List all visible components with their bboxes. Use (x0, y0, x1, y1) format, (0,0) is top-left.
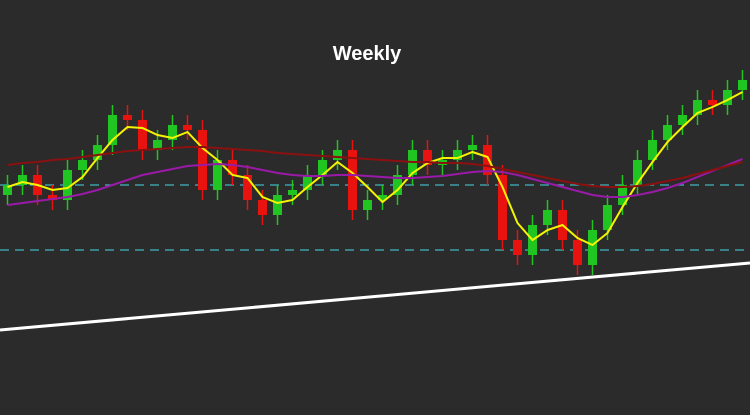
candle-body (123, 115, 132, 120)
candle-body (663, 125, 672, 140)
candle-body (48, 195, 57, 200)
candle-body (423, 150, 432, 165)
candle-body (303, 175, 312, 190)
candle-body (678, 115, 687, 125)
candle-body (153, 140, 162, 150)
candle-body (318, 160, 327, 175)
candle-body (168, 125, 177, 140)
candle-body (723, 90, 732, 105)
candle-body (483, 145, 492, 175)
candle-body (18, 175, 27, 185)
candle-body (708, 100, 717, 105)
candle-body (333, 150, 342, 160)
candle-body (3, 185, 12, 195)
trendline (0, 261, 750, 332)
candle-body (543, 210, 552, 225)
candle-body (63, 170, 72, 200)
candle-body (618, 185, 627, 205)
candle-body (258, 200, 267, 215)
candle-body (573, 240, 582, 265)
candle-body (243, 175, 252, 200)
candle-body (198, 130, 207, 190)
candle-body (228, 160, 237, 175)
moving-average (7, 91, 743, 247)
candle-body (183, 125, 192, 130)
moving-average (7, 146, 743, 188)
candle-body (363, 200, 372, 210)
candle-body (393, 175, 402, 195)
candle-body (498, 175, 507, 240)
candle-body (453, 150, 462, 160)
candle-body (138, 120, 147, 150)
candle-body (468, 145, 477, 150)
chart-title: Weekly (333, 43, 402, 65)
candle-body (288, 190, 297, 195)
candle-body (693, 100, 702, 115)
candle-body (648, 140, 657, 160)
candle-body (108, 115, 117, 145)
candle-body (513, 240, 522, 255)
candle-body (738, 80, 747, 90)
candle-body (213, 160, 222, 190)
candle-body (603, 205, 612, 230)
candle-body (78, 160, 87, 170)
candle-body (93, 145, 102, 160)
candle-body (273, 195, 282, 215)
candle-body (588, 230, 597, 265)
moving-average (7, 158, 743, 206)
candle-body (348, 150, 357, 210)
candle-body (633, 160, 642, 185)
candle-body (378, 195, 387, 200)
